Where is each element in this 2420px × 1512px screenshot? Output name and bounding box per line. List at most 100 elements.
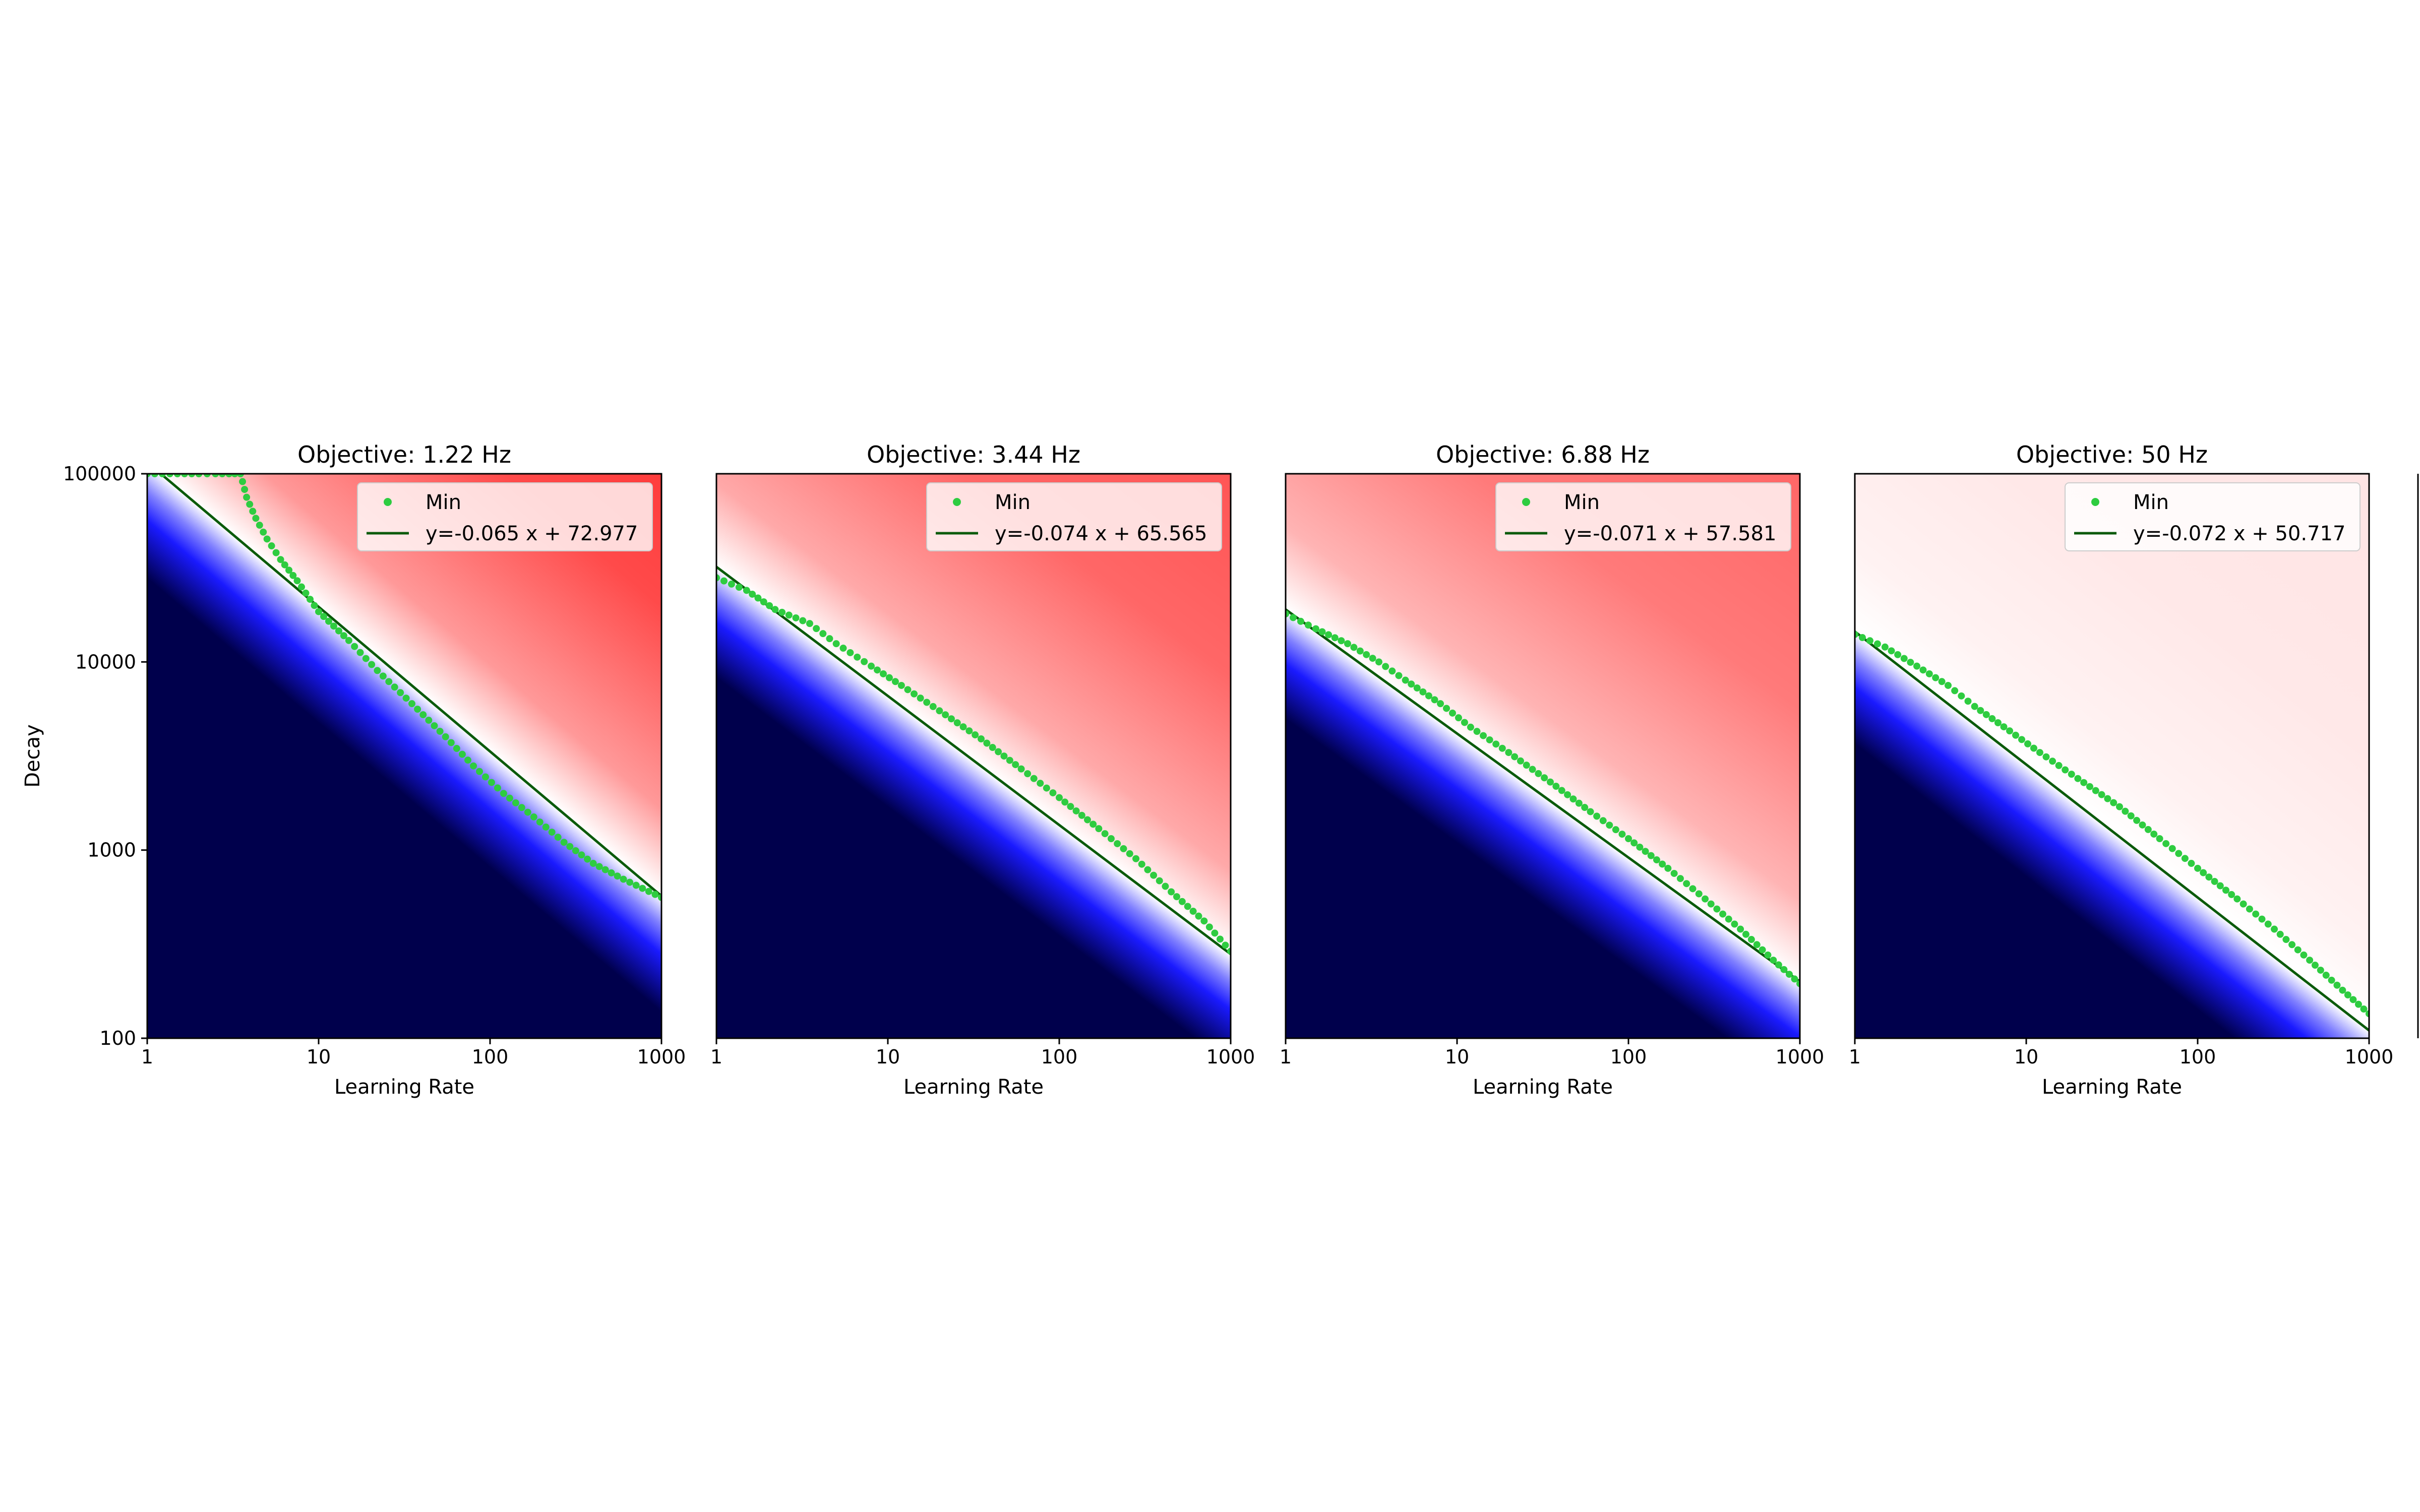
min-point [1061, 798, 1069, 806]
min-point [518, 804, 525, 811]
min-point [2122, 807, 2129, 815]
min-point [1095, 825, 1103, 833]
min-point [1498, 744, 1506, 752]
min-point [1858, 634, 1866, 642]
min-point [2144, 826, 2152, 833]
min-point [1455, 714, 1462, 722]
min-point [885, 674, 893, 681]
min-point [1461, 719, 1468, 726]
min-point [1189, 908, 1197, 915]
min-point [1369, 655, 1376, 662]
min-point [1625, 835, 1632, 843]
min-point [1636, 843, 1644, 851]
min-point [1581, 804, 1589, 811]
min-point [846, 649, 854, 656]
chart-title: Objective: 50 Hz [2016, 441, 2208, 468]
min-point [645, 888, 652, 895]
min-point [626, 878, 634, 886]
y-tick-label: 10000 [75, 651, 136, 673]
min-point [1132, 855, 1140, 862]
min-point [268, 542, 275, 550]
min-point [1695, 890, 1703, 898]
min-point [1653, 856, 1660, 864]
min-point [536, 818, 543, 826]
min-point [868, 662, 875, 670]
fit-line [160, 474, 661, 897]
min-point [1486, 736, 1493, 743]
min-point [1227, 948, 1231, 955]
min-point [2036, 749, 2043, 757]
min-point [1388, 667, 1396, 675]
min-point [453, 745, 460, 752]
min-point [917, 695, 924, 702]
min-point [368, 661, 376, 668]
panel-4: Objective: 50 Hz 1 10 100 1000 Learning Rate M… [1849, 441, 2393, 1099]
min-point [1593, 812, 1601, 820]
min-point [272, 549, 280, 556]
min-point [2168, 845, 2176, 852]
min-point [1413, 684, 1421, 692]
fit-line [1286, 608, 1800, 983]
min-point [236, 474, 244, 477]
min-point [995, 748, 1002, 755]
min-point [2024, 740, 2031, 747]
min-point [861, 658, 868, 665]
legend-box [926, 482, 1222, 551]
min-point [983, 739, 991, 747]
chart-title: Objective: 3.44 Hz [867, 441, 1080, 468]
y-tick-label: 100 [99, 1027, 136, 1049]
x-axis-label: Learning Rate [2042, 1076, 2182, 1099]
min-point [356, 649, 364, 656]
min-point [246, 500, 254, 508]
min-point [1951, 687, 1959, 695]
min-point [1569, 795, 1577, 803]
min-point [1541, 774, 1548, 782]
min-point [425, 717, 433, 724]
min-point [2127, 812, 2135, 820]
min-point [1587, 808, 1594, 815]
min-point [379, 672, 387, 680]
min-point [530, 813, 537, 821]
x-tick-label: 100 [1610, 1046, 1647, 1068]
min-point [147, 474, 151, 477]
x-tick-label: 100 [2180, 1046, 2216, 1068]
min-point [1168, 888, 1175, 896]
legend-min-label: Min [426, 491, 461, 514]
min-point [2258, 915, 2266, 923]
min-point [408, 700, 415, 708]
min-point [2055, 762, 2063, 769]
min-point [1205, 923, 1213, 931]
min-point [1363, 651, 1370, 658]
min-point [1492, 740, 1500, 748]
min-point [1994, 719, 2002, 726]
min-point [1791, 975, 1798, 983]
min-point [771, 606, 779, 613]
min-point [524, 808, 531, 816]
heatmap [147, 474, 661, 1038]
min-point [1599, 817, 1607, 825]
min-point [1120, 845, 1127, 852]
min-point [2344, 991, 2351, 999]
min-point [832, 640, 840, 648]
min-point [1017, 765, 1025, 773]
min-point [879, 670, 887, 677]
min-point [397, 689, 404, 697]
min-point [2211, 877, 2218, 885]
legend: Min y=-0.071 x + 57.581 [1495, 482, 1791, 551]
heatmap [1855, 474, 2369, 1038]
min-point [1964, 698, 1972, 705]
min-point [799, 617, 807, 624]
legend-min-marker [1522, 498, 1530, 506]
min-point [1907, 659, 1914, 666]
plot-area [147, 474, 661, 1038]
min-point [2092, 787, 2099, 794]
min-point [1785, 971, 1793, 978]
min-point [578, 851, 585, 859]
min-point [436, 727, 444, 735]
min-point [2018, 736, 2025, 743]
min-point [285, 566, 293, 574]
legend-box [2065, 482, 2361, 551]
min-point [1575, 799, 1583, 807]
plot-frame [715, 473, 1232, 1039]
min-point [340, 632, 347, 640]
